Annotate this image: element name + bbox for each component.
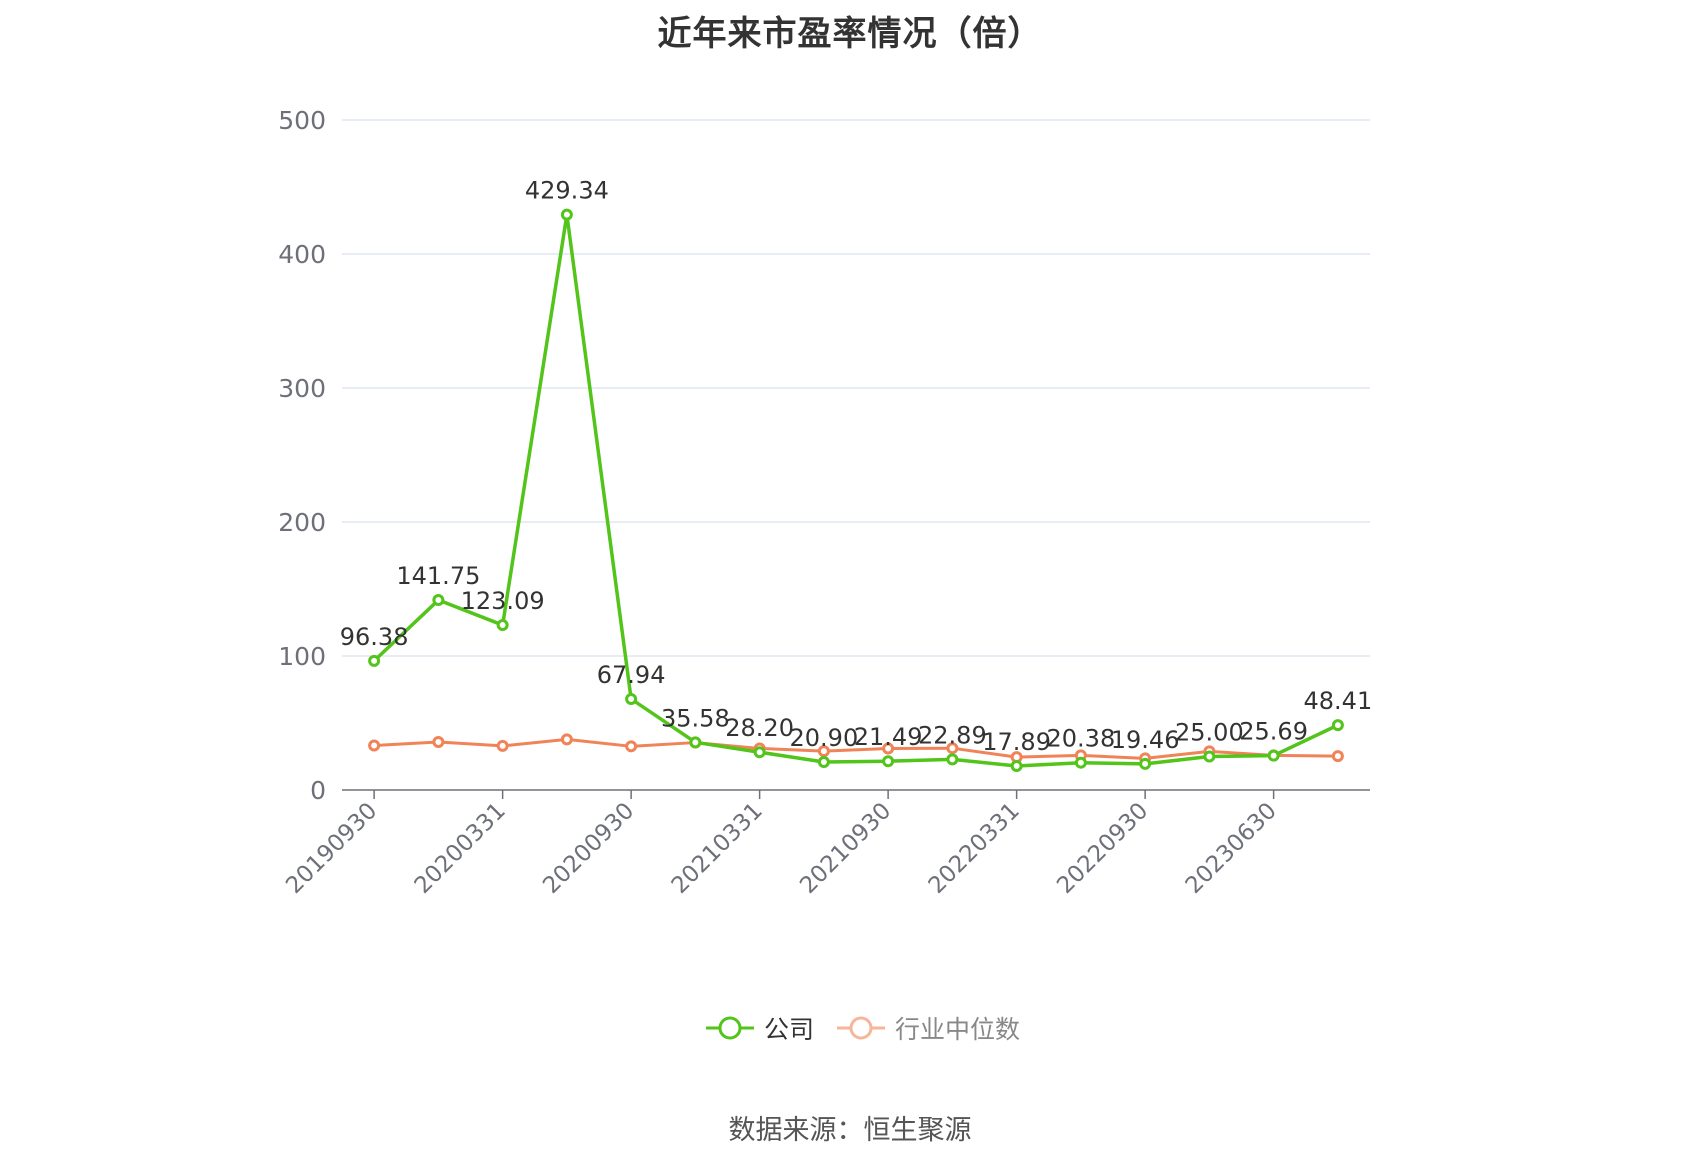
x-tick-label: 20220331	[924, 798, 1025, 899]
company-data-label: 22.89	[918, 721, 987, 749]
industry-point	[432, 736, 445, 749]
company-data-label: 19.46	[1111, 726, 1180, 754]
industry-line	[374, 737, 1338, 760]
source-note: 数据来源：恒生聚源	[728, 1115, 972, 1146]
y-tick-label: 400	[278, 240, 326, 269]
grid-lines	[342, 119, 1370, 657]
company-data-label: 20.90	[790, 724, 859, 752]
chart-area: 0 100 200 300 400 500 20190930 20200331 20200930…	[278, 106, 1372, 899]
chart-title: 近年来市盈率情况（倍）	[657, 14, 1043, 54]
company-data-label: 123.09	[461, 587, 545, 615]
x-tick-label: 20220930	[1052, 798, 1153, 899]
industry-point	[1331, 750, 1344, 763]
y-tick-label: 0	[310, 776, 326, 805]
legend-industry-label: 行业中位数	[895, 1015, 1021, 1044]
company-data-label: 28.20	[725, 714, 794, 742]
company-point	[689, 736, 702, 749]
company-point	[882, 755, 895, 768]
company-data-label: 20.38	[1047, 725, 1116, 753]
company-point	[1010, 760, 1023, 773]
company-data-label: 48.41	[1304, 687, 1373, 715]
y-tick-label: 500	[278, 106, 326, 135]
industry-point	[496, 739, 509, 752]
legend-item-industry[interactable]: 行业中位数	[837, 1008, 1020, 1048]
x-tick-label: 20230630	[1181, 798, 1282, 899]
y-tick-label: 300	[278, 374, 326, 403]
company-data-label: 25.00	[1175, 719, 1244, 747]
company-point	[1203, 750, 1216, 763]
company-point	[753, 746, 766, 759]
industry-point	[625, 740, 638, 753]
company-point	[368, 654, 381, 667]
company-line	[372, 212, 1339, 768]
y-tick-label: 100	[278, 642, 326, 671]
industry-point	[817, 745, 830, 758]
y-tick-label: 200	[278, 508, 326, 537]
company-data-label: 141.75	[396, 562, 480, 590]
company-point	[1331, 719, 1344, 732]
series-layer	[368, 208, 1344, 773]
x-tick-label: 20200930	[538, 798, 639, 899]
company-data-label: 25.69	[1239, 718, 1308, 746]
company-data-label: 429.34	[525, 177, 609, 205]
company-data-label: 96.38	[340, 623, 409, 651]
axes: 0 100 200 300 400 500 20190930 20200331 20200930…	[278, 106, 1370, 899]
company-point	[1267, 749, 1280, 762]
x-tick-label: 20200331	[410, 798, 511, 899]
legend-item-company[interactable]: 公司	[706, 1008, 814, 1048]
company-point	[1139, 757, 1152, 770]
company-data-label: 67.94	[597, 661, 666, 689]
legend-company-icon	[706, 1016, 754, 1040]
company-point	[496, 619, 509, 632]
x-tick-label: 20210930	[795, 798, 896, 899]
x-tick-label: 20190930	[281, 798, 382, 899]
company-point	[625, 692, 638, 705]
company-data-label: 21.49	[854, 723, 923, 751]
industry-point	[560, 733, 573, 746]
legend-industry-icon	[837, 1016, 885, 1040]
company-point	[817, 755, 830, 768]
company-data-label: 17.89	[982, 728, 1051, 756]
company-point	[1074, 756, 1087, 769]
industry-point	[946, 742, 959, 755]
company-point	[946, 753, 959, 766]
industry-point	[368, 739, 381, 752]
industry-point	[882, 742, 895, 755]
company-point	[560, 208, 573, 221]
company-point	[432, 594, 445, 607]
legend-company-label: 公司	[764, 1015, 815, 1044]
x-tick-label: 20210331	[667, 798, 768, 899]
company-data-label: 35.58	[661, 704, 730, 732]
data-labels: 96.38141.75123.09429.3467.9435.5828.2020…	[340, 177, 1372, 756]
